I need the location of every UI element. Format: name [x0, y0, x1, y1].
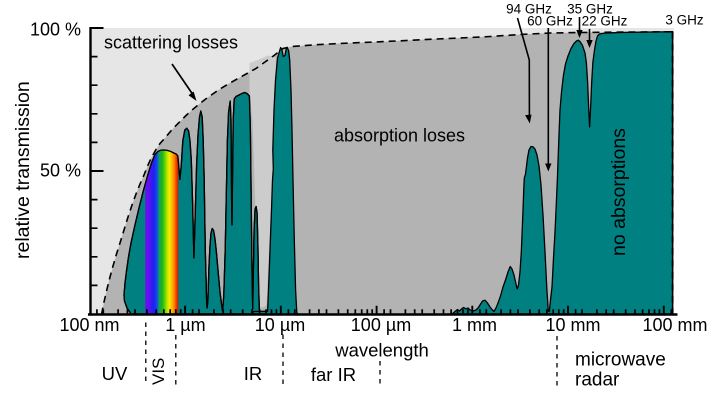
svg-text:60 GHz: 60 GHz: [527, 13, 573, 28]
svg-text:100 nm: 100 nm: [59, 315, 119, 335]
svg-text:1 µm: 1 µm: [165, 315, 205, 335]
svg-text:IR: IR: [244, 363, 263, 384]
svg-text:wavelength: wavelength: [334, 340, 429, 361]
svg-text:radar: radar: [575, 370, 620, 391]
svg-text:3 GHz: 3 GHz: [665, 13, 704, 28]
svg-text:100 µm: 100 µm: [351, 315, 411, 335]
svg-text:35 GHz: 35 GHz: [567, 1, 613, 16]
svg-text:10 mm: 10 mm: [545, 315, 600, 335]
svg-text:far IR: far IR: [311, 364, 356, 385]
svg-text:10 µm: 10 µm: [255, 315, 305, 335]
svg-text:100 mm: 100 mm: [642, 315, 707, 335]
svg-text:scattering losses: scattering losses: [104, 33, 238, 53]
svg-text:22 GHz: 22 GHz: [582, 13, 628, 28]
svg-text:UV: UV: [102, 363, 128, 384]
svg-text:100 %: 100 %: [30, 20, 81, 40]
svg-text:microwave: microwave: [575, 350, 666, 371]
svg-text:1 mm: 1 mm: [452, 315, 497, 335]
svg-text:94 GHz: 94 GHz: [506, 1, 552, 16]
svg-text:no absorptions: no absorptions: [608, 128, 630, 256]
svg-text:50 %: 50 %: [40, 161, 81, 181]
svg-text:relative transmission: relative transmission: [12, 81, 34, 259]
svg-text:VIS: VIS: [149, 358, 168, 385]
svg-text:absorption loses: absorption loses: [334, 126, 465, 146]
